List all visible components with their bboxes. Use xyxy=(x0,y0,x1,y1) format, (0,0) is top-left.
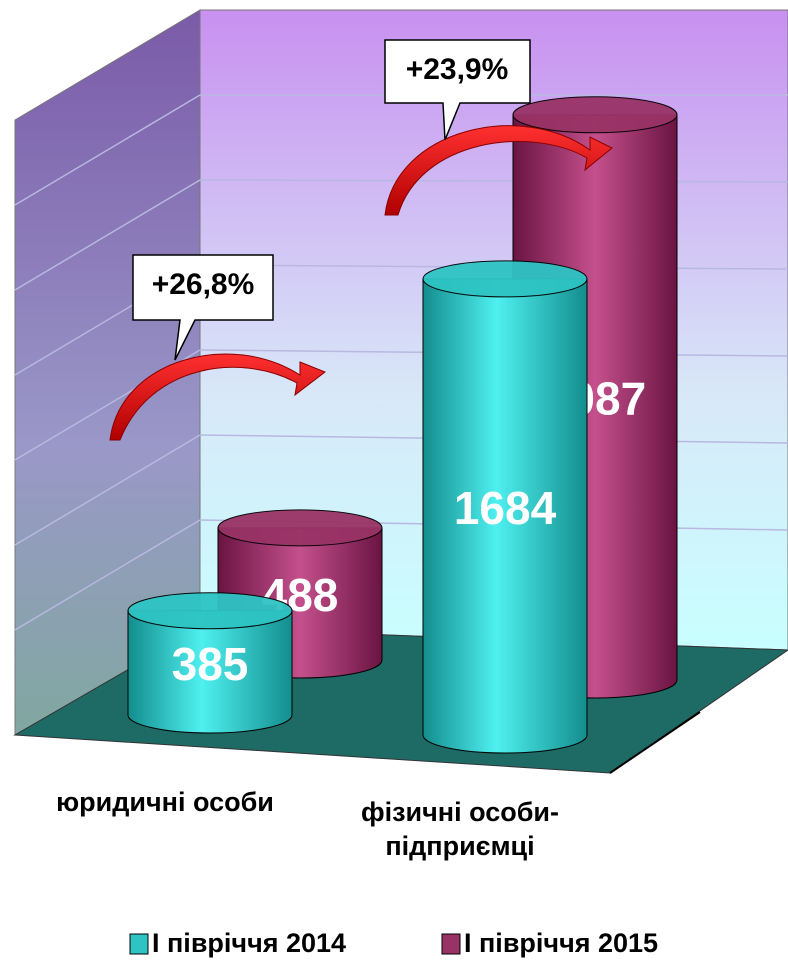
bar-top xyxy=(512,96,678,134)
x-tick-label: фізичні особи-підприємці xyxy=(360,797,560,861)
data-label: 385 xyxy=(172,638,249,690)
annotation: +23,9% xyxy=(406,53,509,86)
data-label: 1684 xyxy=(454,482,557,534)
bar xyxy=(127,610,293,734)
bar xyxy=(422,278,588,754)
bar-top xyxy=(217,509,383,547)
legend: І півріччя 2014 І півріччя 2015 xyxy=(129,928,658,958)
annotation: +26,8% xyxy=(152,268,255,301)
floor-edge xyxy=(609,711,701,774)
cylinder: 385 xyxy=(127,592,293,734)
legend-label: І півріччя 2015 xyxy=(464,928,658,958)
bar-top xyxy=(127,592,293,630)
legend-label: І півріччя 2014 xyxy=(152,928,346,958)
arrows: +26,8% +23,9% xyxy=(109,39,613,441)
cylinder: 1684 xyxy=(422,260,588,754)
x-tick-label: юридичні особи xyxy=(56,787,274,817)
bar-top xyxy=(422,260,588,298)
legend-swatch xyxy=(441,933,461,955)
growth-arrow xyxy=(109,353,327,441)
legend-swatch xyxy=(129,933,149,955)
growth-arrow xyxy=(384,125,613,216)
callout-box xyxy=(132,254,274,361)
callout-box xyxy=(384,39,531,141)
